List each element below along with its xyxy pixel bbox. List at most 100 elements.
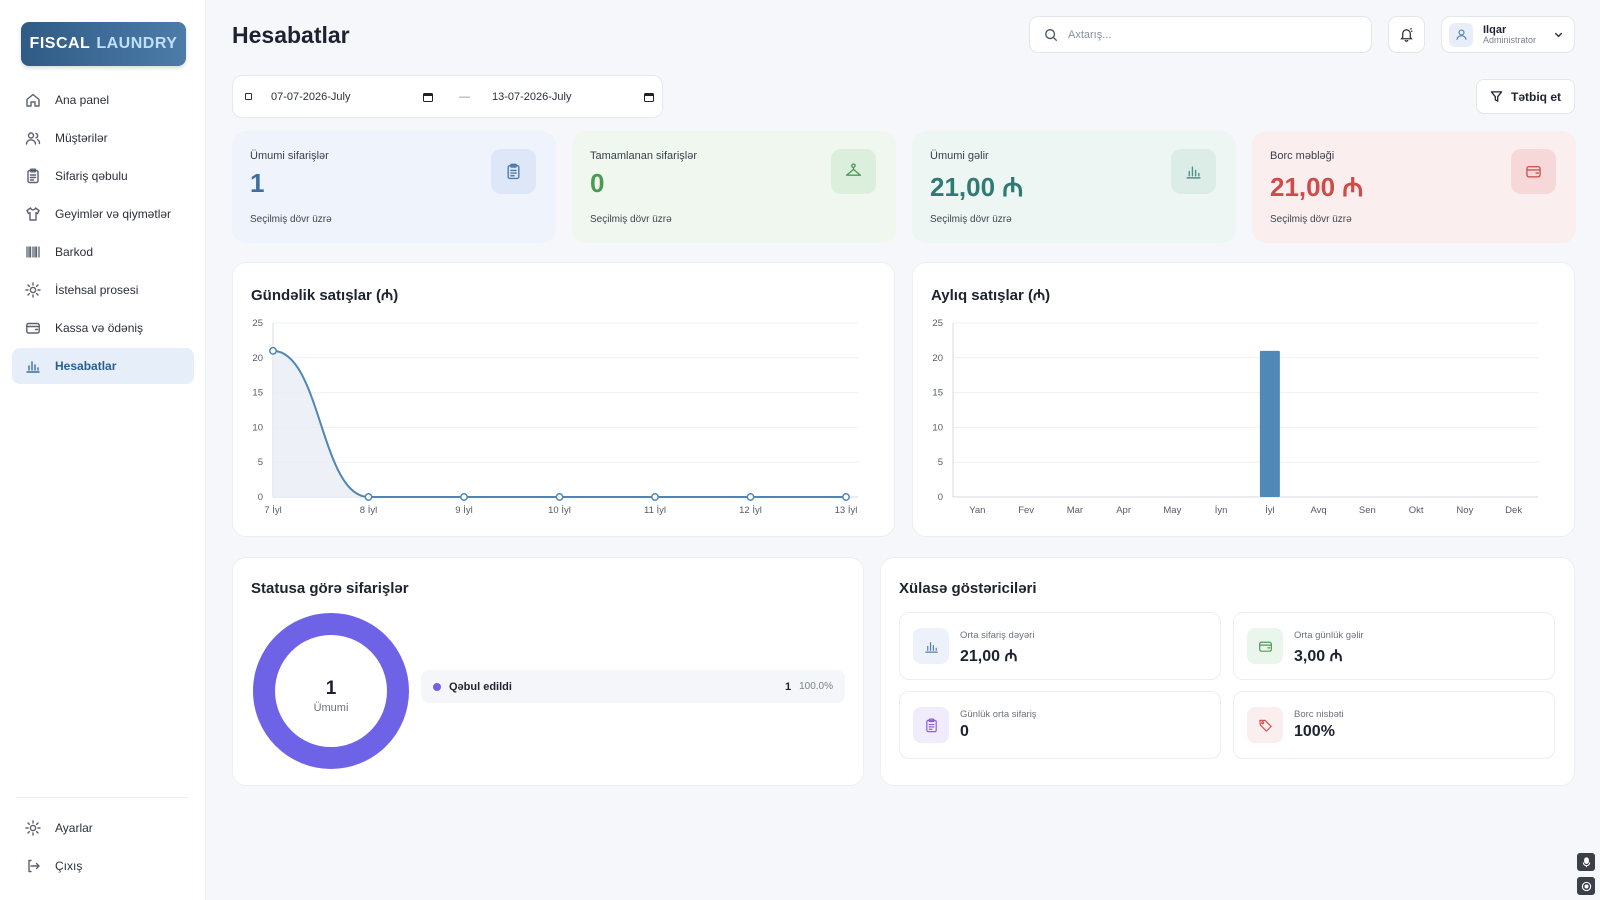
status-legend-item: Qəbul edildi 1 100.0% [421, 670, 845, 703]
x-tick-label: 9 İyl [455, 505, 472, 516]
date-from-input[interactable]: 07-07-2026-July [271, 91, 433, 103]
summary-label: Orta günlük gəlir [1294, 630, 1364, 641]
data-point[interactable] [269, 346, 277, 355]
stat-label: Ümumi sifarişlər [250, 150, 329, 162]
shirt-icon [25, 206, 41, 222]
settings-icon [25, 820, 41, 836]
bar-chart-icon [1171, 149, 1216, 194]
sidebar-item-label: Hesabatlar [55, 359, 117, 373]
clipboard-icon [913, 707, 949, 743]
stat-label: Borc məbləği [1270, 150, 1335, 162]
sidebar-item-mu-s-t-ril-r[interactable]: Müştərilər [12, 120, 194, 156]
brand-logo[interactable]: FISCAL LAUNDRY [21, 22, 186, 66]
date-range-filter: 07-07-2026-July — 13-07-2026-July [232, 75, 663, 118]
x-tick-label: Noy [1456, 505, 1473, 516]
mic-button[interactable] [1577, 853, 1595, 871]
data-point[interactable] [460, 493, 468, 501]
stat-card-completed-orders: Tamamlanan sifarişlər 0 Seçilmiş dövr üzrə [572, 131, 896, 243]
page-title: Hesabatlar [232, 22, 350, 48]
sidebar-item-sifaris-q-bulu[interactable]: Sifariş qəbulu [12, 158, 194, 194]
sidebar-item-ayarlar[interactable]: Ayarlar [12, 810, 194, 846]
sidebar-item-ana-panel[interactable]: Ana panel [12, 82, 194, 118]
y-tick-label: 15 [932, 388, 943, 399]
x-tick-label: 13 İyl [835, 505, 858, 516]
summary-value: 21,00 ₼ [960, 648, 1018, 665]
x-tick-label: 10 İyl [548, 505, 571, 516]
data-point[interactable] [364, 493, 373, 501]
calendar-picker-icon[interactable] [423, 92, 433, 102]
sidebar-item-i-stehsal-prosesi[interactable]: İstehsal prosesi [12, 272, 194, 308]
data-point[interactable] [651, 493, 659, 501]
y-tick-label: 25 [252, 318, 263, 329]
y-tick-label: 10 [252, 422, 263, 433]
sidebar-item-label: İstehsal prosesi [55, 283, 139, 297]
legend-count: 1 [784, 680, 792, 693]
user-name: Ilqar [1483, 23, 1507, 36]
wallet-icon [1511, 149, 1556, 194]
legend-name: Qəbul edildi [449, 680, 512, 693]
monthly-sales-panel: Aylıq satışlar (₼) 0 5 10 15 20 25 Yan Fev Mar Ap… [912, 262, 1575, 537]
search-input[interactable] [1068, 28, 1348, 41]
users-icon [25, 130, 41, 146]
home-icon [25, 92, 41, 108]
data-point[interactable] [555, 493, 564, 501]
stat-subtitle: Seçilmiş dövr üzrə [590, 214, 672, 225]
apply-filter-button[interactable]: Tətbiq et [1476, 79, 1575, 114]
clipboard-icon [491, 149, 536, 194]
daily-sales-title: Gündəlik satışlar (₼) [251, 287, 399, 304]
apply-filter-label: Tətbiq et [1511, 89, 1561, 104]
sidebar-item-kassa-v-o-d-nis[interactable]: Kassa və ödəniş [12, 310, 194, 346]
y-tick-label: 25 [932, 318, 943, 329]
sidebar-item-label: Geyimlər və qiymətlər [55, 207, 172, 221]
x-tick-label: 8 İyl [360, 505, 377, 516]
stat-value: 21,00 ₼ [1270, 172, 1364, 202]
x-tick-label: 11 İyl [644, 505, 666, 516]
x-tick-label: 12 İyl [739, 505, 762, 516]
clipboard-icon [25, 168, 41, 184]
wallet-icon [1247, 628, 1283, 664]
date-to-value: 13-07-2026-July [492, 90, 572, 103]
x-tick-label: Fev [1018, 505, 1034, 516]
date-to-input[interactable]: 13-07-2026-July [492, 91, 654, 103]
donut-total-label: Ümumi [314, 702, 349, 714]
daily-sales-chart: 0 5 10 15 20 25 7 İyl 8 İyl 9 İyl 10 İyl 11 İyl 12 … [252, 318, 858, 516]
x-tick-label: Dek [1505, 505, 1522, 516]
legend-percent: 100.0% [799, 681, 833, 692]
sidebar-item-barkod[interactable]: Barkod [12, 234, 194, 270]
stat-card-debt-amount: Borc məbləği 21,00 ₼ Seçilmiş dövr üzrə [1252, 131, 1576, 243]
sidebar-bottom-nav: Ayarlar Çıxış [12, 810, 194, 886]
data-point[interactable] [746, 493, 755, 501]
user-menu[interactable]: Ilqar Administrator [1441, 16, 1575, 53]
target-icon [1581, 881, 1592, 892]
sun-icon [25, 282, 41, 298]
y-tick-label: 5 [938, 457, 943, 468]
summary-label: Orta sifariş dəyəri [960, 630, 1035, 641]
brand-name-part1: FISCAL [29, 35, 91, 52]
date-from-value: 07-07-2026-July [271, 90, 351, 103]
sidebar-item-c-x-s[interactable]: Çıxış [12, 848, 194, 884]
x-tick-label: Apr [1116, 505, 1131, 516]
summary-label: Borc nisbəti [1294, 709, 1344, 720]
stat-value: 0 [590, 168, 605, 198]
notifications-button[interactable] [1388, 16, 1425, 53]
sidebar-item-geyiml-r-v-qiym-tl-r[interactable]: Geyimlər və qiymətlər [12, 196, 194, 232]
summary-card-debt-ratio: Borc nisbəti 100% [1233, 691, 1555, 759]
status-orders-title: Statusa görə sifarişlər [251, 580, 409, 597]
sidebar-item-hesabatlar[interactable]: Hesabatlar [12, 348, 194, 384]
avatar [1449, 22, 1473, 47]
sidebar-item-label: Müştərilər [55, 131, 108, 145]
assistant-button[interactable] [1577, 877, 1595, 895]
summary-label: Günlük orta sifariş [960, 709, 1037, 720]
search-box[interactable] [1029, 16, 1372, 53]
date-separator: — [459, 90, 470, 103]
summary-value: 100% [1294, 723, 1335, 740]
legend-dot [433, 682, 441, 691]
bar-chart-icon [913, 628, 949, 664]
bar[interactable] [1259, 350, 1280, 497]
calendar-picker-icon[interactable] [644, 92, 654, 102]
sidebar-item-label: Ayarlar [55, 821, 93, 835]
summary-value: 3,00 ₼ [1294, 648, 1343, 665]
x-tick-label: İyl [1265, 505, 1275, 516]
summary-value: 0 [960, 723, 969, 740]
data-point[interactable] [842, 493, 850, 501]
